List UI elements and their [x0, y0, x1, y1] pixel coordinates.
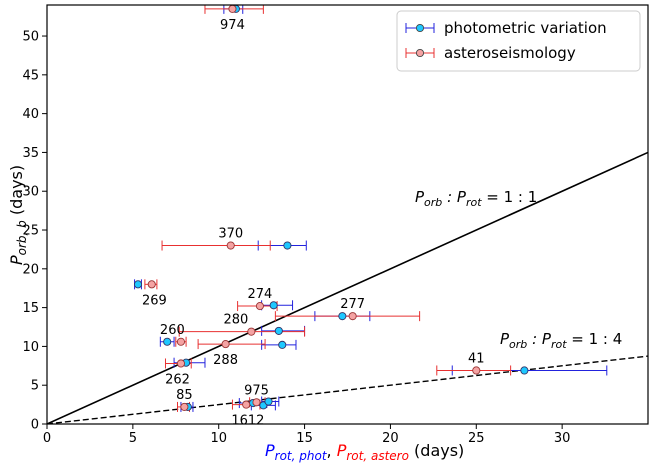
y-tick-label: 40 — [22, 107, 39, 122]
x-tick-label: 15 — [296, 431, 313, 446]
point-label-974: 974 — [220, 18, 245, 33]
y-tick-label: 25 — [22, 224, 39, 239]
asteroseismology-point — [221, 340, 230, 349]
photometric-point — [163, 337, 172, 346]
label-sub: orb — [509, 338, 527, 351]
point-label-41: 41 — [468, 351, 485, 366]
x-tick-label: 0 — [43, 431, 51, 446]
legend-entry-label: photometric variation — [444, 19, 607, 37]
asteroseismology-point — [255, 302, 264, 311]
photometric-point — [283, 241, 292, 250]
ratio-line-1-1 — [47, 151, 648, 424]
x-tick-label: 5 — [129, 431, 137, 446]
x-tick-label: 30 — [554, 431, 571, 446]
x-title-part: , — [327, 441, 337, 460]
y-tick-label: 35 — [22, 146, 39, 161]
label-part: : P — [442, 188, 467, 206]
y-tick-label: 45 — [22, 68, 39, 83]
photometric-point — [269, 301, 278, 310]
asteroseismology-point — [252, 398, 261, 407]
asteroseismology-point — [180, 402, 189, 411]
point-label-260: 260 — [160, 323, 185, 338]
x-axis-title: Prot, phot, Prot, astero (days) — [265, 441, 464, 463]
point-label-288: 288 — [213, 353, 238, 368]
asteroseismology-point — [247, 327, 256, 336]
y-title-part: P — [7, 255, 26, 265]
point-label-85: 85 — [176, 388, 193, 403]
asteroseismology-point — [176, 359, 185, 368]
y-tick-label: 30 — [22, 185, 39, 200]
photometric-point — [520, 366, 529, 375]
legend-marker — [415, 23, 425, 33]
label-part: P — [415, 188, 425, 206]
photometric-point — [133, 280, 143, 289]
photometric-point — [274, 326, 283, 335]
ratio-line-label: Porb : Prot = 1 : 1 — [415, 188, 537, 209]
point-label-274: 274 — [248, 287, 273, 302]
photometric-point — [278, 340, 287, 349]
point-label-277: 277 — [340, 297, 365, 312]
asteroseismology-point — [228, 5, 237, 13]
x-title-part: P — [337, 441, 347, 460]
point-label-975: 975 — [244, 383, 269, 398]
asteroseismology-point — [242, 400, 251, 409]
y-tick-label: 10 — [22, 340, 39, 355]
x-title-sub: rot, astero — [346, 449, 409, 463]
plot-frame — [46, 4, 649, 425]
asteroseismology-point — [226, 241, 235, 250]
asteroseismology-point — [176, 337, 185, 346]
point-label-1612: 1612 — [231, 414, 264, 429]
label-sub: rot — [466, 196, 482, 209]
label-part: : P — [527, 330, 552, 348]
y-axis-title: Porb, b (days) — [7, 165, 29, 265]
asteroseismology-point — [348, 312, 357, 321]
x-tick-label: 10 — [210, 431, 227, 446]
asteroseismology-point — [472, 366, 481, 375]
label-part: = 1 : 4 — [567, 330, 623, 348]
x-title-sub: rot, phot — [275, 449, 328, 463]
point-label-262: 262 — [165, 372, 190, 387]
ratio-line-1-4 — [47, 355, 648, 424]
x-tick-label: 25 — [468, 431, 485, 446]
legend-marker — [415, 48, 425, 58]
y-tick-label: 15 — [22, 301, 39, 316]
point-label-280: 280 — [223, 313, 248, 328]
y-tick-label: 5 — [31, 379, 39, 394]
y-tick-label: 0 — [31, 418, 39, 433]
x-title-part: P — [265, 441, 275, 460]
point-label-269: 269 — [142, 293, 167, 308]
label-sub: rot — [551, 338, 567, 351]
label-sub: orb — [424, 196, 442, 209]
x-title-part: (days) — [409, 441, 464, 460]
y-title-part: (days) — [7, 165, 26, 220]
label-part: P — [500, 330, 510, 348]
asteroseismology-point — [147, 280, 156, 289]
legend-entry-label: asteroseismology — [444, 44, 576, 62]
label-part: = 1 : 1 — [482, 188, 538, 206]
photometric-point — [264, 397, 273, 406]
x-tick-label: 20 — [382, 431, 399, 446]
ratio-line-label: Porb : Prot = 1 : 4 — [500, 330, 622, 351]
y-tick-label: 20 — [22, 262, 39, 277]
y-tick-label: 50 — [22, 30, 39, 45]
legend-box — [396, 10, 641, 72]
point-label-370: 370 — [218, 227, 243, 242]
photometric-point — [338, 312, 347, 321]
y-title-sub: orb, b — [15, 220, 29, 256]
